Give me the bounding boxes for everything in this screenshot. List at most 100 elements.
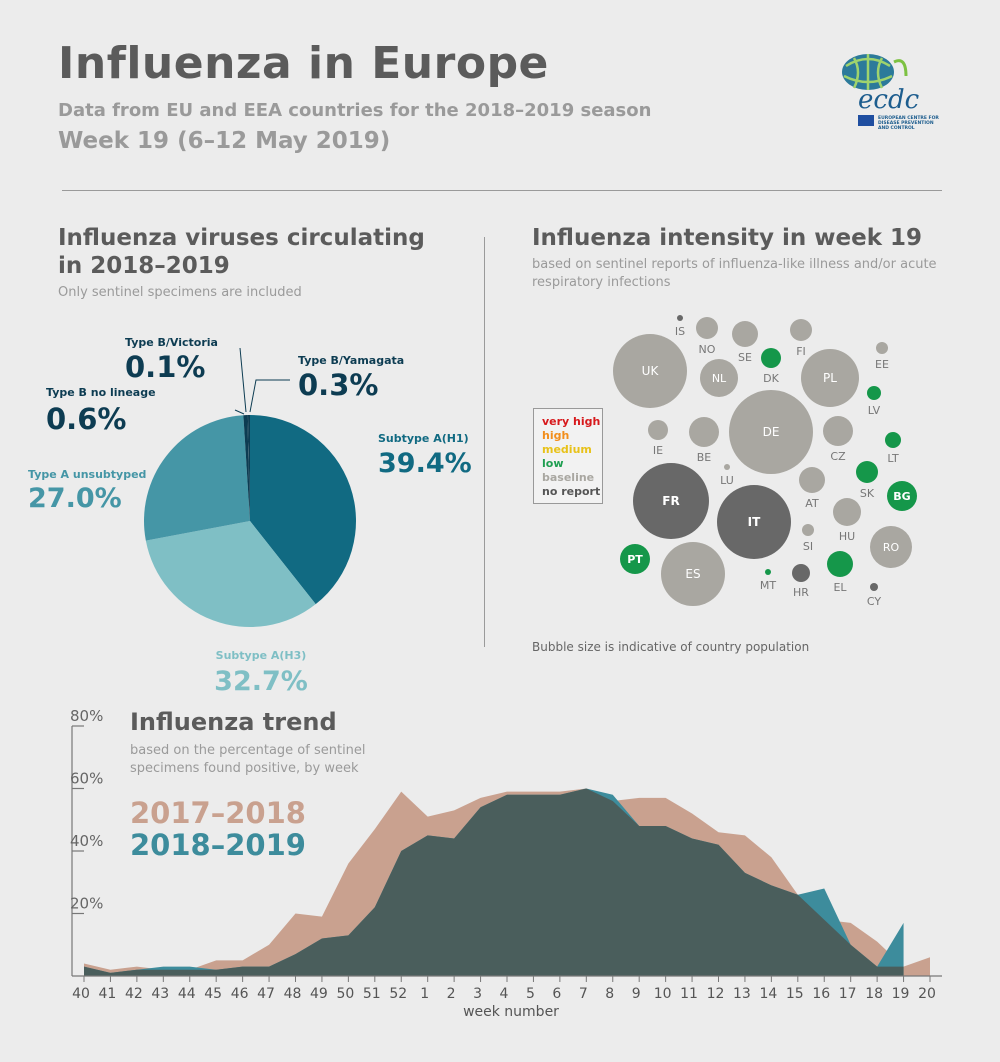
legend-high: high — [542, 429, 570, 442]
pie-label-name-type-b-yamagata: Type B/Yamagata — [298, 354, 404, 367]
intensity-bubble-chart: IS NO SE FI EE UK NL DK PL LV IE BE DE CZ LT LU FR AT SK BG… — [613, 315, 917, 608]
bubble-el — [827, 551, 853, 577]
page-title: Influenza in Europe — [58, 38, 549, 89]
logo-leaf — [893, 59, 908, 77]
logo-tagline-1: EUROPEAN CENTRE FOR — [878, 115, 939, 121]
area-overlap — [84, 788, 904, 976]
bubble-label-hr: HR — [793, 586, 809, 599]
bubble-uk — [613, 334, 687, 408]
y-tick-label-40: 40% — [70, 832, 103, 850]
section-divider — [484, 237, 485, 647]
bubble-label-cz: CZ — [830, 450, 846, 463]
pie-label-name-subtype-a-h3: Subtype A(H3) — [216, 649, 307, 662]
x-tick-label-17: 17 — [839, 986, 857, 1002]
y-tick-label-80: 80% — [70, 707, 103, 725]
trend-subtitle: based on the percentage of sentinel spec… — [130, 743, 366, 776]
legend-very-high: very high — [542, 415, 601, 428]
bubble-label-nl: NL — [712, 372, 727, 385]
bubble-label-pl: PL — [823, 371, 837, 385]
bubble-label-se: SE — [738, 351, 752, 364]
bubble-size-note: Bubble size is indicative of country pop… — [532, 640, 810, 654]
x-tick-label-42: 42 — [125, 986, 143, 1002]
pie-section-subtitle: Only sentinel specimens are included — [58, 285, 302, 300]
virus-pie-chart: Subtype A(H1) 39.4% Subtype A(H3) 32.7% Type… — [28, 336, 472, 697]
pie-slice-type-b-victoria — [247, 415, 250, 521]
week-label: Week 19 (6–12 May 2019) — [58, 128, 391, 154]
bubble-dk — [761, 348, 781, 368]
map-section-title: Influenza intensity in week 19 — [532, 225, 923, 251]
x-tick-label-8: 8 — [605, 986, 614, 1002]
bubble-label-dk: DK — [763, 372, 779, 385]
x-tick-label-46: 46 — [231, 986, 249, 1002]
x-tick-label-51: 51 — [363, 986, 381, 1002]
bubble-pt — [620, 544, 650, 574]
legend-medium: medium — [542, 443, 592, 456]
x-tick-label-14: 14 — [759, 986, 777, 1002]
bubble-label-si: SI — [803, 540, 813, 553]
x-tick-label-44: 44 — [178, 986, 196, 1002]
pie-label-value-type-b-victoria: 0.1% — [125, 350, 205, 384]
bubble-fr — [633, 463, 709, 539]
pie-slice-subtype-a-h1 — [250, 415, 356, 605]
bubble-label-bg: BG — [893, 490, 910, 503]
ecdc-globe-logo-icon: ecdc EUROPEAN CENTRE FOR DISEASE PREVENT… — [842, 54, 939, 131]
x-tick-label-11: 11 — [680, 986, 698, 1002]
bubble-de — [729, 390, 813, 474]
bubble-ro — [870, 526, 912, 568]
bubble-label-pt: PT — [627, 553, 643, 566]
logo-wordmark: ecdc — [858, 85, 920, 115]
bubble-label-lu: LU — [720, 474, 734, 487]
bubble-label-hu: HU — [839, 530, 855, 543]
legend-no-report: no report — [542, 485, 601, 498]
x-tick-label-20: 20 — [918, 986, 936, 1002]
bubble-ie — [648, 420, 668, 440]
bubble-lu — [724, 464, 730, 470]
bubble-it — [717, 485, 791, 559]
pie-label-value-subtype-a-h1: 39.4% — [378, 448, 472, 479]
bubble-label-is: IS — [675, 325, 685, 338]
bubble-is — [677, 315, 683, 321]
x-tick-label-18: 18 — [865, 986, 883, 1002]
x-tick-label-10: 10 — [654, 986, 672, 1002]
pie-label-value-type-a-unsubtyped: 27.0% — [28, 483, 122, 514]
bubble-lt — [885, 432, 901, 448]
leader-line-victoria — [239, 347, 247, 413]
bubble-cz — [823, 416, 853, 446]
eu-flag-icon — [858, 115, 874, 126]
bubble-label-ie: IE — [653, 444, 663, 457]
bubble-label-at: AT — [805, 497, 819, 510]
x-tick-label-6: 6 — [552, 986, 561, 1002]
bubble-label-sk: SK — [860, 487, 875, 500]
influenza-trend-chart: 20%40%60%80%40 41 42 43 44 45 46 47 48 49 50 51 52 1 2… — [70, 707, 942, 1002]
x-axis-label: week number — [463, 1004, 559, 1020]
bubble-label-it: IT — [748, 515, 761, 529]
bubble-pl — [801, 349, 859, 407]
bubble-label-cy: CY — [867, 595, 881, 608]
x-tick-label-13: 13 — [733, 986, 751, 1002]
bubble-lv — [867, 386, 881, 400]
bubble-nl — [700, 359, 738, 397]
x-tick-label-1: 1 — [420, 986, 429, 1002]
logo-tagline-2: DISEASE PREVENTION — [878, 120, 934, 126]
x-tick-label-9: 9 — [632, 986, 641, 1002]
legend-low: low — [542, 457, 564, 470]
bubble-no — [696, 317, 718, 339]
pie-section-title: Influenza viruses circulating in 2018–20… — [58, 224, 458, 280]
logo-grid — [843, 54, 893, 90]
pie-label-value-type-b-yamagata: 0.3% — [298, 368, 378, 402]
legend-baseline: baseline — [542, 471, 595, 484]
x-tick-label-49: 49 — [310, 986, 328, 1002]
bubble-label-ro: RO — [883, 541, 900, 554]
bubble-sk — [856, 461, 878, 483]
pie-label-name-subtype-a-h1: Subtype A(H1) — [378, 432, 469, 445]
x-tick-label-50: 50 — [336, 986, 354, 1002]
bubble-label-fr: FR — [662, 494, 679, 508]
bubble-hu — [833, 498, 861, 526]
bubble-label-de: DE — [763, 425, 780, 439]
logo-tagline-3: AND CONTROL — [878, 125, 915, 131]
bubble-cy — [870, 583, 878, 591]
leader-line-yamagata — [249, 379, 290, 413]
bubble-hr — [792, 564, 810, 582]
bubble-label-el: EL — [833, 581, 847, 594]
bubble-si — [802, 524, 814, 536]
